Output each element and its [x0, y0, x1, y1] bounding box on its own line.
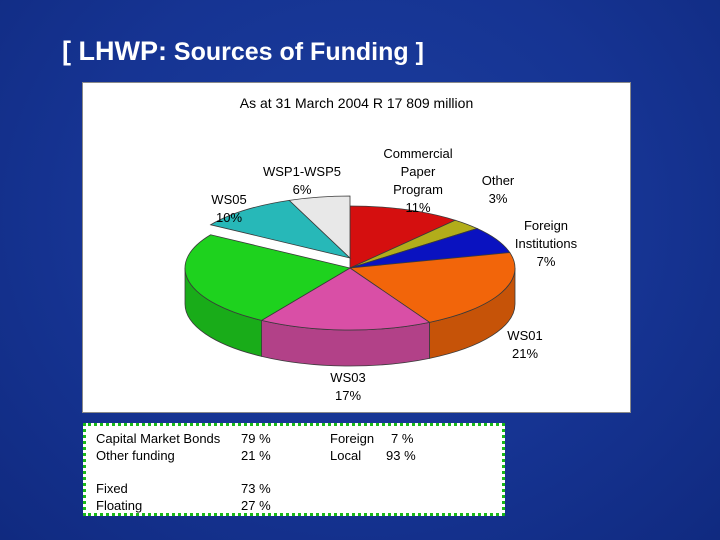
pie-label-line: Commercial — [383, 146, 453, 161]
pie-label-foreign-institutions: Foreign Institutions 7% — [508, 217, 584, 271]
stat-label: Capital Market Bonds — [96, 431, 221, 446]
stat-value: 79 % — [241, 431, 271, 446]
pie-label-line: WSP1-WSP5 — [262, 164, 341, 179]
pie-label-line: WS05 — [211, 192, 247, 207]
stat-label: Fixed — [96, 481, 128, 496]
pie-label-ws04: WS04 25% — [146, 315, 192, 351]
pie-label-line: 21% — [511, 346, 539, 361]
pie-label-line: 17% — [334, 388, 362, 403]
pie-label-line: WS03 — [330, 370, 366, 385]
stat-value: 27 % — [241, 498, 271, 513]
stat-label: Foreign — [330, 431, 375, 446]
pie-label-other: Other 3% — [470, 172, 526, 208]
stat-label: Local — [330, 448, 362, 463]
slide-title-rest: Sources of Funding ] — [166, 38, 424, 66]
chart-title: As at 31 March 2004 R 17 809 million — [239, 95, 474, 111]
pie-label-line: 10% — [215, 210, 243, 225]
pie-label-ws01: WS01 21% — [500, 327, 550, 363]
stat-label: Floating — [96, 498, 143, 513]
funding-stats-box: Capital Market Bonds 79 % Other funding … — [83, 423, 505, 516]
pie-label-line: 7% — [536, 254, 556, 269]
pie-slice-ws04 — [184, 234, 352, 321]
stat-value: 21 % — [241, 448, 271, 463]
pie-label-line: WS04 — [151, 316, 187, 331]
pie-label-line: 25% — [155, 334, 183, 349]
pie-sides — [184, 267, 516, 367]
pie-tops — [184, 195, 516, 331]
slide-title-brand: [ LHWP: — [62, 36, 167, 66]
pie-slice-wsp1-wsp5 — [288, 195, 351, 259]
pie-label-commercial-paper-program: Commercial Paper Program 11% — [376, 145, 460, 217]
pie-label-line: Institutions — [514, 236, 578, 251]
pie-label-ws03: WS03 17% — [323, 369, 373, 405]
pie-label-line: Paper — [400, 164, 436, 179]
slide-title: [ LHWP: Sources of Funding ] — [62, 36, 424, 67]
pie-slice-ws01 — [348, 252, 516, 323]
stat-value: 7 % — [391, 431, 414, 446]
pie-label-line: 3% — [488, 191, 508, 206]
pie-label-line: 6% — [292, 182, 312, 197]
pie-label-line: 11% — [405, 200, 431, 215]
stat-value: 93 % — [386, 448, 416, 463]
pie-label-line: WS01 — [507, 328, 543, 343]
pie-label-line: Other — [481, 173, 515, 188]
pie-label-ws05: WS05 10% — [206, 191, 252, 227]
stat-label: Other funding — [96, 448, 175, 463]
pie-slice-ws05 — [209, 199, 352, 259]
pie-label-line: Foreign — [523, 218, 569, 233]
pie-label-line: Program — [393, 182, 443, 197]
pie-slice-ws03 — [260, 267, 431, 331]
pie-label-wsp1-wsp5: WSP1-WSP5 6% — [262, 163, 342, 199]
stat-value: 73 % — [241, 481, 271, 496]
pie-slice-commercial-paper-program — [349, 205, 457, 269]
